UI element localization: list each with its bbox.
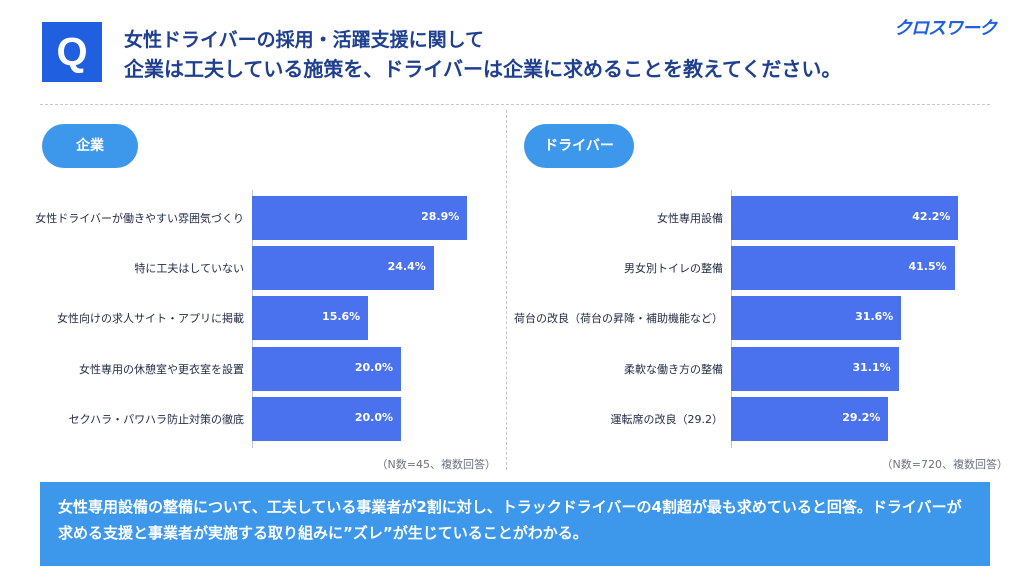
page-title: 女性ドライバーの採用・活躍支援に関して 企業は工夫している施策を、ドライバーは企… <box>124 26 841 84</box>
driver-bar <box>731 347 899 391</box>
summary-box: 女性専用設備の整備について、工夫している事業者が2割に対し、トラックドライバーの… <box>40 482 990 566</box>
header-divider <box>40 104 990 105</box>
company-pill: 企業 <box>42 124 138 168</box>
title-line-2: 企業は工夫している施策を、ドライバーは企業に求めることを教えてください。 <box>124 57 842 81</box>
panel-divider <box>506 110 507 470</box>
driver-category-label: 男女別トイレの整備 <box>624 262 723 275</box>
driver-bar <box>731 196 959 240</box>
driver-value-label: 41.5% <box>908 260 947 273</box>
company-bar <box>252 196 468 240</box>
driver-value-label: 31.6% <box>855 310 894 323</box>
company-value-label: 20.0% <box>354 361 393 374</box>
company-bar <box>252 246 434 290</box>
driver-value-label: 42.2% <box>912 210 951 223</box>
driver-category-label: 柔軟な働き方の整備 <box>624 363 723 376</box>
question-badge: Q <box>42 22 102 82</box>
company-category-label: 特に工夫はしていない <box>134 262 244 275</box>
title-line-1: 女性ドライバーの採用・活躍支援に関して <box>124 29 485 51</box>
company-bar <box>252 296 369 340</box>
driver-category-label: 荷台の改良（荷台の昇降・補助機能など） <box>514 312 723 325</box>
company-note: （N数=45、複数回答） <box>376 458 496 471</box>
driver-note: （N数=720、複数回答） <box>881 458 1008 471</box>
driver-bar <box>731 246 955 290</box>
summary-text: 女性専用設備の整備について、工夫している事業者が2割に対し、トラックドライバーの… <box>58 498 962 542</box>
company-value-label: 24.4% <box>387 260 426 273</box>
company-bar <box>252 397 401 441</box>
brand-logo: クロスワーク <box>894 18 997 39</box>
driver-category-label: 女性専用設備 <box>657 212 723 225</box>
driver-category-label: 運転席の改良（29.2） <box>610 413 724 426</box>
company-value-label: 20.0% <box>354 411 393 424</box>
driver-value-label: 31.1% <box>852 361 891 374</box>
company-category-label: 女性専用の休憩室や更衣室を設置 <box>79 363 244 376</box>
company-category-label: セクハラ・パワハラ防止対策の徹底 <box>68 413 244 426</box>
company-bar <box>252 347 401 391</box>
company-category-label: 女性ドライバーが働きやすい雰囲気づくり <box>35 212 244 225</box>
driver-bar <box>731 296 902 340</box>
company-value-label: 15.6% <box>322 310 361 323</box>
company-value-label: 28.9% <box>421 210 460 223</box>
driver-pill: ドライバー <box>524 124 634 168</box>
driver-bar <box>731 397 889 441</box>
driver-value-label: 29.2% <box>842 411 881 424</box>
company-category-label: 女性向けの求人サイト・アプリに掲載 <box>57 312 244 325</box>
